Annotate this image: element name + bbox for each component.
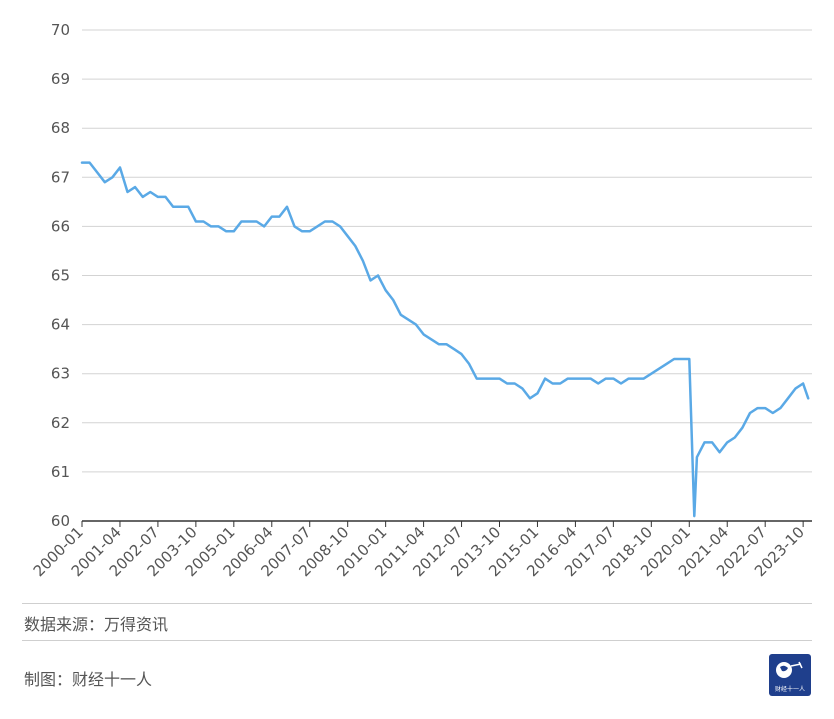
y-tick-label: 69 (51, 70, 70, 88)
y-tick-label: 63 (51, 365, 70, 383)
globe-logo-icon (776, 661, 803, 678)
x-axis-ticks: 2000-012001-042002-072003-102005-012006-… (30, 523, 808, 580)
grid-lines (82, 29, 812, 473)
y-tick-label: 68 (51, 119, 70, 137)
y-tick-label: 62 (51, 414, 70, 432)
y-tick-label: 67 (51, 168, 70, 186)
series-line (80, 161, 810, 518)
x-axis (81, 520, 812, 527)
y-tick-label: 66 (51, 217, 70, 235)
logo-text: 财经十一人 (774, 686, 805, 693)
y-tick-label: 70 (51, 21, 70, 39)
y-tick-label: 65 (51, 267, 70, 285)
y-axis-ticks: 60 61 62 63 64 65 66 67 68 69 70 (51, 21, 70, 530)
series-layer (80, 161, 810, 518)
y-tick-label: 61 (51, 463, 70, 481)
y-tick-label: 60 (51, 512, 70, 530)
line-chart: 60 61 62 63 64 65 66 67 68 69 70 2000-012001-04200… (30, 21, 812, 580)
footer-divider-top (22, 603, 812, 604)
y-tick-label: 64 (51, 316, 70, 334)
chart-credit-text: 制图：财经十一人 (24, 670, 153, 689)
data-source-text: 数据来源：万得资讯 (24, 615, 169, 634)
footer-divider-bottom (22, 640, 812, 641)
brand-logo: 财经十一人 (769, 654, 811, 696)
